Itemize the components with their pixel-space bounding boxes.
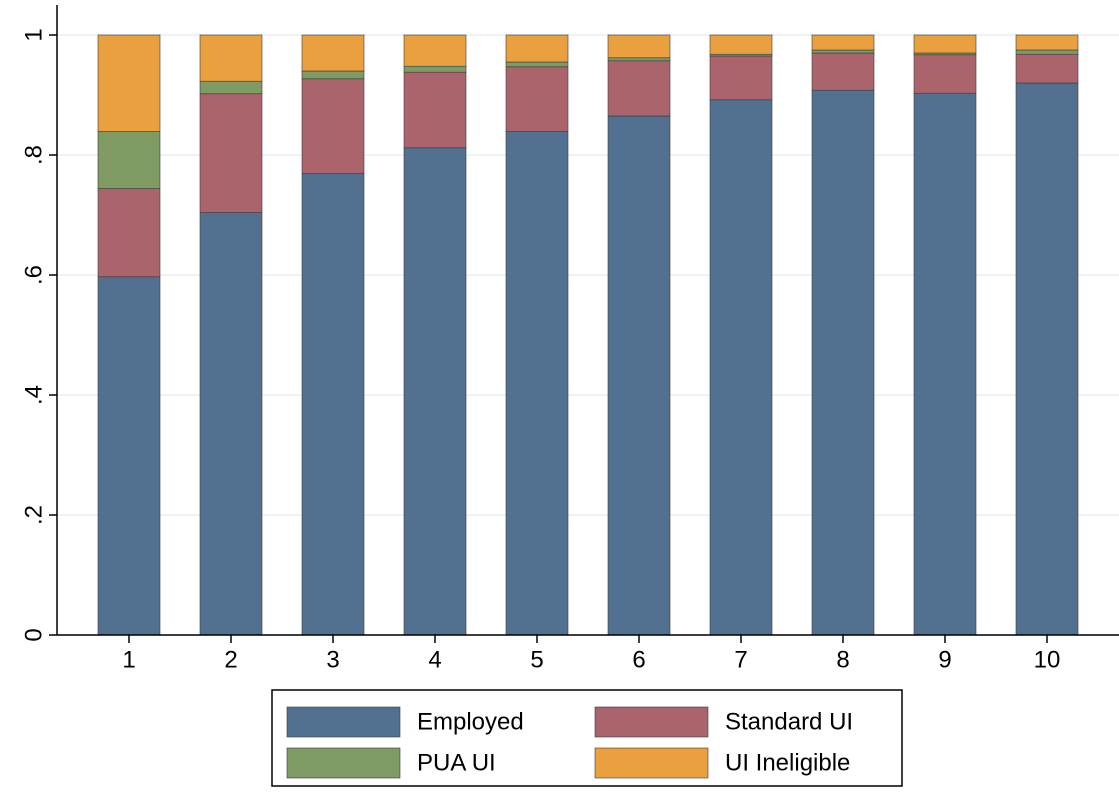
bar-segment [97, 188, 161, 278]
bar-segment [1015, 49, 1079, 55]
legend-swatch [594, 747, 709, 779]
legend-label: UI Ineligible [725, 749, 850, 776]
x-tick-label: 5 [530, 646, 543, 673]
bar-segment [97, 131, 161, 189]
x-tick-label: 2 [224, 646, 237, 673]
x-tick-label: 7 [734, 646, 747, 673]
legend-label: PUA UI [417, 749, 496, 776]
bar-segment [97, 34, 161, 132]
bar-segment [1015, 82, 1079, 636]
x-tick-label: 3 [326, 646, 339, 673]
bar-segment [607, 34, 671, 59]
bar-segment [709, 99, 773, 636]
bar-segment [913, 34, 977, 54]
bar-segment [607, 115, 671, 636]
bar-segment [199, 80, 263, 95]
bar-segment [199, 93, 263, 213]
bar-segment [1015, 34, 1079, 51]
x-tick-label: 6 [632, 646, 645, 673]
bar-segment [607, 57, 671, 62]
legend-label: Employed [417, 708, 524, 735]
x-tick-label: 9 [938, 646, 951, 673]
bar-segment [913, 92, 977, 636]
bar-segment [811, 89, 875, 636]
bar-segment [913, 54, 977, 94]
legend-swatch [286, 706, 401, 738]
bar-segment [607, 60, 671, 117]
bar-segment [505, 66, 569, 132]
bar-segment [199, 212, 263, 636]
y-tick-label: .2 [20, 505, 47, 525]
bar-segment [505, 131, 569, 636]
bar-segment [403, 147, 467, 636]
bar-segment [301, 34, 365, 72]
bar-segment [199, 34, 263, 82]
x-tick-label: 1 [122, 646, 135, 673]
bar-segment [301, 173, 365, 636]
y-tick-label: 0 [20, 628, 47, 641]
bar-segment [301, 70, 365, 80]
legend-swatch [286, 747, 401, 779]
y-tick-label: .8 [20, 145, 47, 165]
bar-segment [403, 65, 467, 73]
x-tick-label: 8 [836, 646, 849, 673]
x-tick-label: 10 [1034, 646, 1061, 673]
bar-segment [709, 55, 773, 101]
legend-label: Standard UI [725, 708, 853, 735]
y-tick-label: .4 [20, 385, 47, 405]
bar-segment [811, 34, 875, 51]
bar-segment [97, 276, 161, 636]
bar-segment [403, 34, 467, 67]
bar-segment [1015, 53, 1079, 84]
x-tick-label: 4 [428, 646, 441, 673]
bar-segment [505, 61, 569, 68]
bar-segment [403, 71, 467, 149]
y-tick-label: 1 [20, 28, 47, 41]
legend-swatch [594, 706, 709, 738]
bar-segment [811, 52, 875, 91]
bar-segment [301, 78, 365, 174]
y-tick-label: .6 [20, 265, 47, 285]
bar-segment [505, 34, 569, 63]
bar-segment [709, 34, 773, 55]
bar-segment [811, 49, 875, 54]
